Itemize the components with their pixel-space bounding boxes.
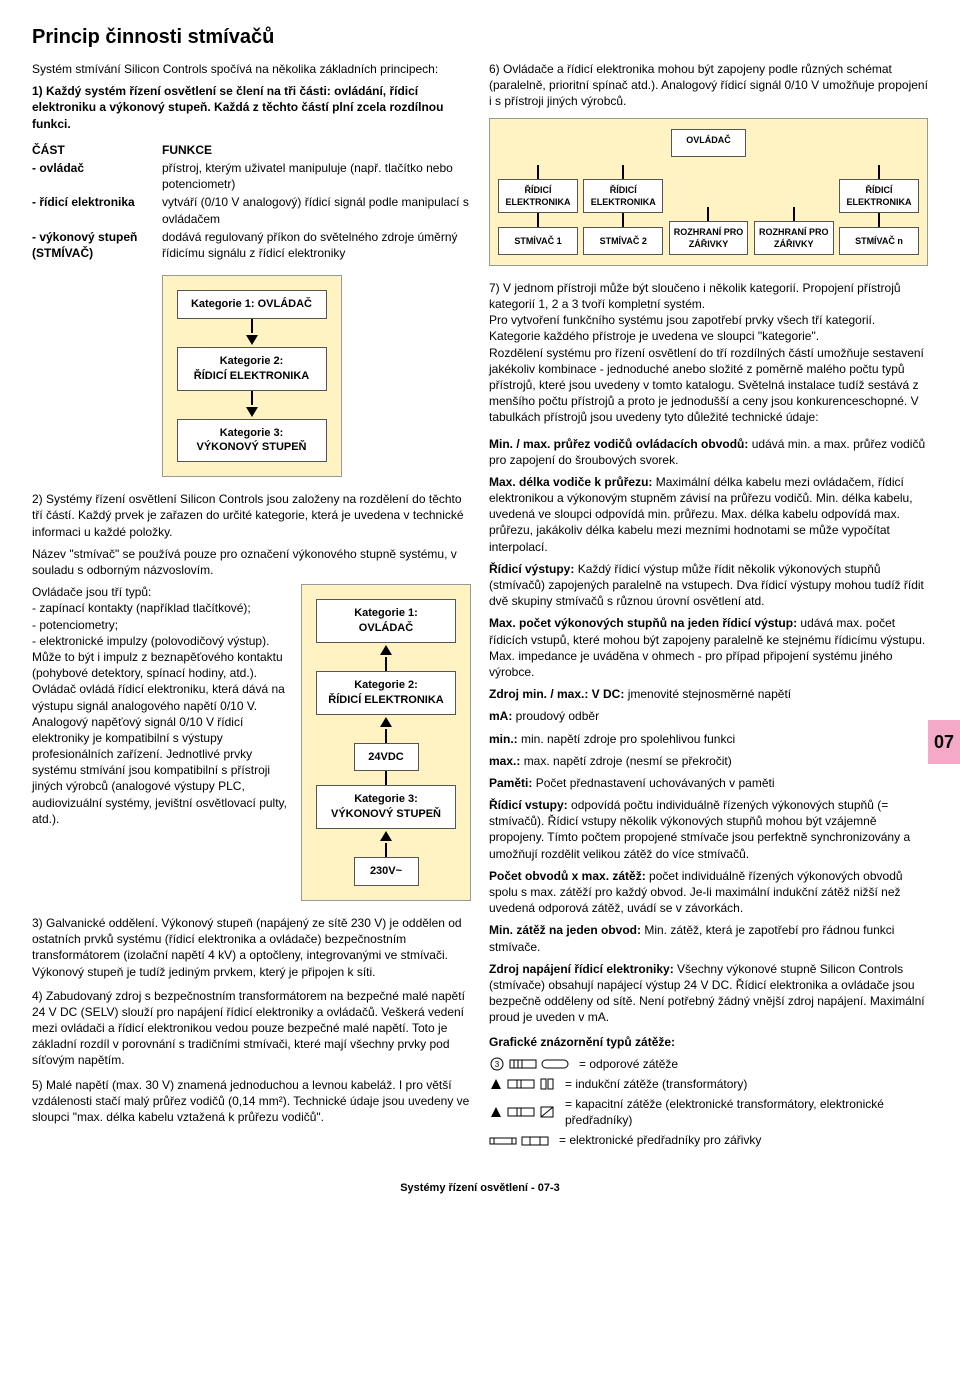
- definition-item: Zdroj min. / max.: V DC: jmenovité stejn…: [489, 686, 928, 702]
- para-5: 5) Malé napětí (max. 30 V) znamená jedno…: [32, 1077, 471, 1126]
- dbox: ŘÍDICÍ ELEKTRONIKA: [839, 179, 919, 213]
- page-footer: Systémy řízení osvětlení - 07-3: [32, 1181, 928, 1196]
- para-2b: Název "stmívač" se používá pouze pro ozn…: [32, 546, 471, 578]
- page-number-badge: 07: [928, 720, 960, 764]
- coil2-icon: [539, 1077, 555, 1091]
- loads-title: Grafické znázornění typů zátěže:: [489, 1034, 928, 1050]
- ballast2-icon: [521, 1135, 549, 1147]
- row-part: - řídicí elektronika: [32, 194, 162, 226]
- row-desc: vytváří (0/10 V analogový) řídicí signál…: [162, 194, 471, 226]
- dbox: Kategorie 2: ŘÍDICÍ ELEKTRONIKA: [177, 347, 327, 391]
- definition-item: Počet obvodů x max. zátěž: počet individ…: [489, 868, 928, 917]
- oval-icon: [541, 1058, 569, 1070]
- definition-item: min.: min. napětí zdroje pro spolehlivou…: [489, 731, 928, 747]
- definitions: Min. / max. průřez vodičů ovládacích obv…: [489, 436, 928, 1026]
- row-desc: přístroj, kterým uživatel manipuluje (na…: [162, 160, 471, 192]
- function-table: ČÁST FUNKCE - ovládač přístroj, kterým u…: [32, 142, 471, 261]
- definition-item: Zdroj napájení řídicí elektroniky: Všech…: [489, 961, 928, 1026]
- diagram-categories-a: Kategorie 1: OVLÁDAČ Kategorie 2: ŘÍDICÍ…: [162, 275, 342, 477]
- load-capacitive: = kapacitní zátěže (elektronické transfo…: [489, 1096, 928, 1128]
- dbox-230v: 230V~: [354, 857, 419, 886]
- row-desc: dodává regulovaný příkon do světelného z…: [162, 229, 471, 261]
- definition-item: Max. počet výkonových stupňů na jeden ří…: [489, 615, 928, 680]
- dbox: STMÍVAČ n: [839, 227, 919, 255]
- definition-item: Min. / max. průřez vodičů ovládacích obv…: [489, 436, 928, 468]
- dbox: ŘÍDICÍ ELEKTRONIKA: [583, 179, 663, 213]
- triangle-icon: [489, 1105, 503, 1119]
- diagram-topology: OVLÁDAČ ŘÍDICÍ ELEKTRONIKASTMÍVAČ 1 ŘÍDI…: [489, 118, 928, 266]
- para-2: 2) Systémy řízení osvětlení Silicon Cont…: [32, 491, 471, 540]
- triangle-icon: [489, 1077, 503, 1091]
- definition-item: Řídicí vstupy: odpovídá počtu individuál…: [489, 797, 928, 862]
- definition-item: max.: max. napětí zdroje (nesmí se překr…: [489, 753, 928, 769]
- load-resistive: 3 = odporové zátěže: [489, 1056, 928, 1072]
- coil-icon: [509, 1058, 537, 1070]
- dbox: Kategorie 3: VÝKONOVÝ STUPEŇ: [316, 785, 456, 829]
- para-7: 7) V jednom přístroji může být sloučeno …: [489, 280, 928, 426]
- definition-item: Max. délka vodiče k průřezu: Maximální d…: [489, 474, 928, 555]
- dbox: Kategorie 1: OVLÁDAČ: [316, 599, 456, 643]
- definition-item: Paměti: Počet přednastavení uchovávaných…: [489, 775, 928, 791]
- dbox: Kategorie 1: OVLÁDAČ: [177, 290, 327, 319]
- dbox: ROZHRANÍ PRO ZÁŘIVKY: [669, 221, 749, 255]
- th-func: FUNKCE: [162, 142, 471, 158]
- load-ballast: = elektronické předřadníky pro zářivky: [489, 1132, 928, 1148]
- intro: Systém stmívání Silicon Controls spočívá…: [32, 61, 471, 77]
- row-part: - výkonový stupeň (STMÍVAČ): [32, 229, 162, 261]
- svg-text:3: 3: [495, 1060, 500, 1069]
- bulb-icon: 3: [489, 1056, 505, 1072]
- transformer-icon: [507, 1077, 535, 1091]
- definition-item: Řídicí výstupy: Každý řídicí výstup může…: [489, 561, 928, 610]
- tube-icon: [489, 1135, 517, 1147]
- para-3: 3) Galvanické oddělení. Výkonový stupeň …: [32, 915, 471, 980]
- diagram-categories-b: Kategorie 1: OVLÁDAČ Kategorie 2: ŘÍDICÍ…: [301, 584, 471, 901]
- dbox: STMÍVAČ 1: [498, 227, 578, 255]
- dbox: Kategorie 3: VÝKONOVÝ STUPEŇ: [177, 419, 327, 463]
- ballast-icon: [539, 1105, 555, 1119]
- definition-item: mA: proudový odběr: [489, 708, 928, 724]
- th-part: ČÁST: [32, 142, 162, 158]
- load-inductive: = indukční zátěže (transformátory): [489, 1076, 928, 1092]
- para-4: 4) Zabudovaný zdroj s bezpečnostním tran…: [32, 988, 471, 1069]
- dbox-ovladac: OVLÁDAČ: [671, 129, 746, 157]
- etrafo-icon: [507, 1105, 535, 1119]
- dbox: STMÍVAČ 2: [583, 227, 663, 255]
- dbox: ROZHRANÍ PRO ZÁŘIVKY: [754, 221, 834, 255]
- row-part: - ovládač: [32, 160, 162, 192]
- dbox: Kategorie 2: ŘÍDICÍ ELEKTRONIKA: [316, 671, 456, 715]
- para-6: 6) Ovládače a řídicí elektronika mohou b…: [489, 61, 928, 110]
- para-1: 1) Každý systém řízení osvětlení se člen…: [32, 83, 471, 132]
- page-title: Princip činnosti stmívačů: [32, 24, 928, 51]
- dbox-24v: 24VDC: [354, 743, 419, 772]
- dbox: ŘÍDICÍ ELEKTRONIKA: [498, 179, 578, 213]
- definition-item: Min. zátěž na jeden obvod: Min. zátěž, k…: [489, 922, 928, 954]
